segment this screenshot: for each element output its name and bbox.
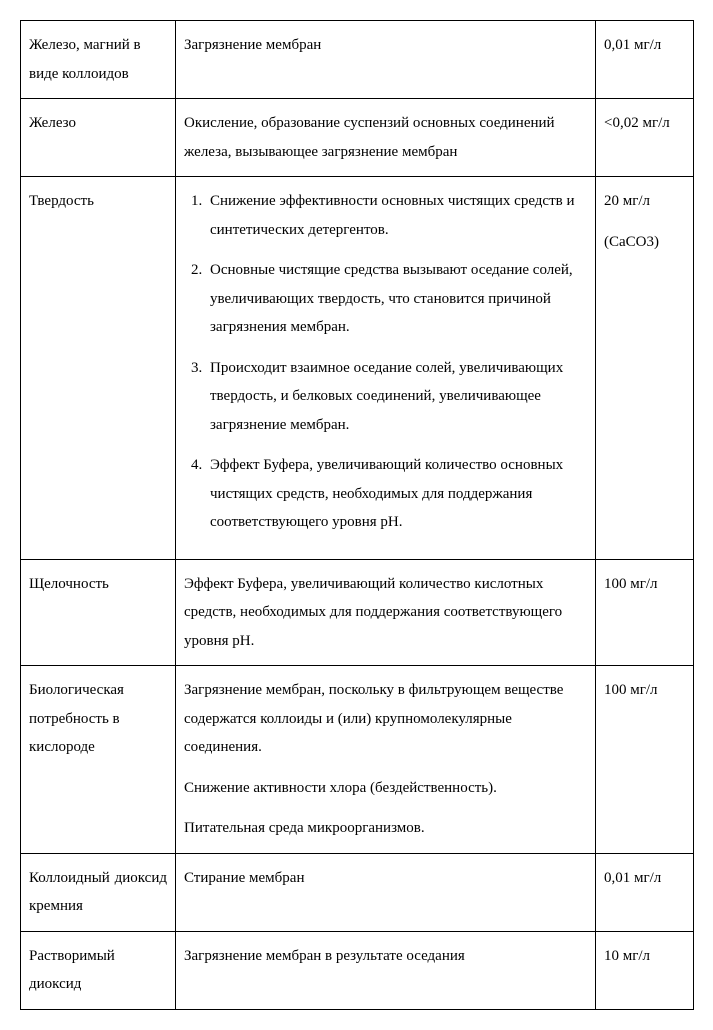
effect-list-item: Снижение эффективности основных чистящих…	[206, 187, 587, 244]
table-row: Коллоидный диоксид кремния Стирание мемб…	[21, 853, 694, 931]
data-table: Железо, магний в виде коллоидов Загрязне…	[20, 20, 694, 1010]
table-row: Железо, магний в виде коллоидов Загрязне…	[21, 21, 694, 99]
table-row: Биологическая потребность в кислороде За…	[21, 666, 694, 854]
effect-cell: Загрязнение мембран, поскольку в фильтру…	[176, 666, 596, 854]
effect-cell: Снижение эффективности основных чистящих…	[176, 177, 596, 560]
effect-cell: Окисление, образование суспензий основны…	[176, 99, 596, 177]
effect-paragraph: Загрязнение мембран, поскольку в фильтру…	[184, 676, 587, 762]
effect-paragraph: Питательная среда микроорганизмов.	[184, 814, 587, 843]
value-cell: 20 мг/л (CaCO3)	[596, 177, 694, 560]
value-line: 20 мг/л	[604, 187, 685, 216]
table-row: Железо Окисление, образование суспензий …	[21, 99, 694, 177]
table-row: Растворимый диоксид Загрязнение мембран …	[21, 931, 694, 1009]
parameter-cell: Железо	[21, 99, 176, 177]
effect-cell: Загрязнение мембран	[176, 21, 596, 99]
value-cell: 100 мг/л	[596, 666, 694, 854]
effect-list-item: Происходит взаимное оседание солей, увел…	[206, 354, 587, 440]
value-cell: 100 мг/л	[596, 559, 694, 666]
value-cell: 10 мг/л	[596, 931, 694, 1009]
parameter-line: Коллоидный диоксид	[29, 864, 167, 893]
parameter-line: кремния	[29, 892, 167, 921]
effect-list: Снижение эффективности основных чистящих…	[184, 187, 587, 537]
parameter-cell: Коллоидный диоксид кремния	[21, 853, 176, 931]
table-row: Щелочность Эффект Буфера, увеличивающий …	[21, 559, 694, 666]
value-cell: 0,01 мг/л	[596, 21, 694, 99]
parameter-cell: Твердость	[21, 177, 176, 560]
effect-cell: Стирание мембран	[176, 853, 596, 931]
effect-cell: Эффект Буфера, увеличивающий количество …	[176, 559, 596, 666]
value-line: (CaCO3)	[604, 228, 685, 257]
effect-cell: Загрязнение мембран в результате оседани…	[176, 931, 596, 1009]
effect-list-item: Эффект Буфера, увеличивающий количество …	[206, 451, 587, 537]
parameter-cell: Биологическая потребность в кислороде	[21, 666, 176, 854]
parameter-cell: Растворимый диоксид	[21, 931, 176, 1009]
parameter-line: Растворимый диоксид	[29, 942, 167, 999]
effect-paragraph: Снижение активности хлора (бездейственно…	[184, 774, 587, 803]
effect-list-item: Основные чистящие средства вызывают осед…	[206, 256, 587, 342]
parameter-cell: Щелочность	[21, 559, 176, 666]
parameter-cell: Железо, магний в виде коллоидов	[21, 21, 176, 99]
table-row: Твердость Снижение эффективности основны…	[21, 177, 694, 560]
value-cell: <0,02 мг/л	[596, 99, 694, 177]
value-cell: 0,01 мг/л	[596, 853, 694, 931]
